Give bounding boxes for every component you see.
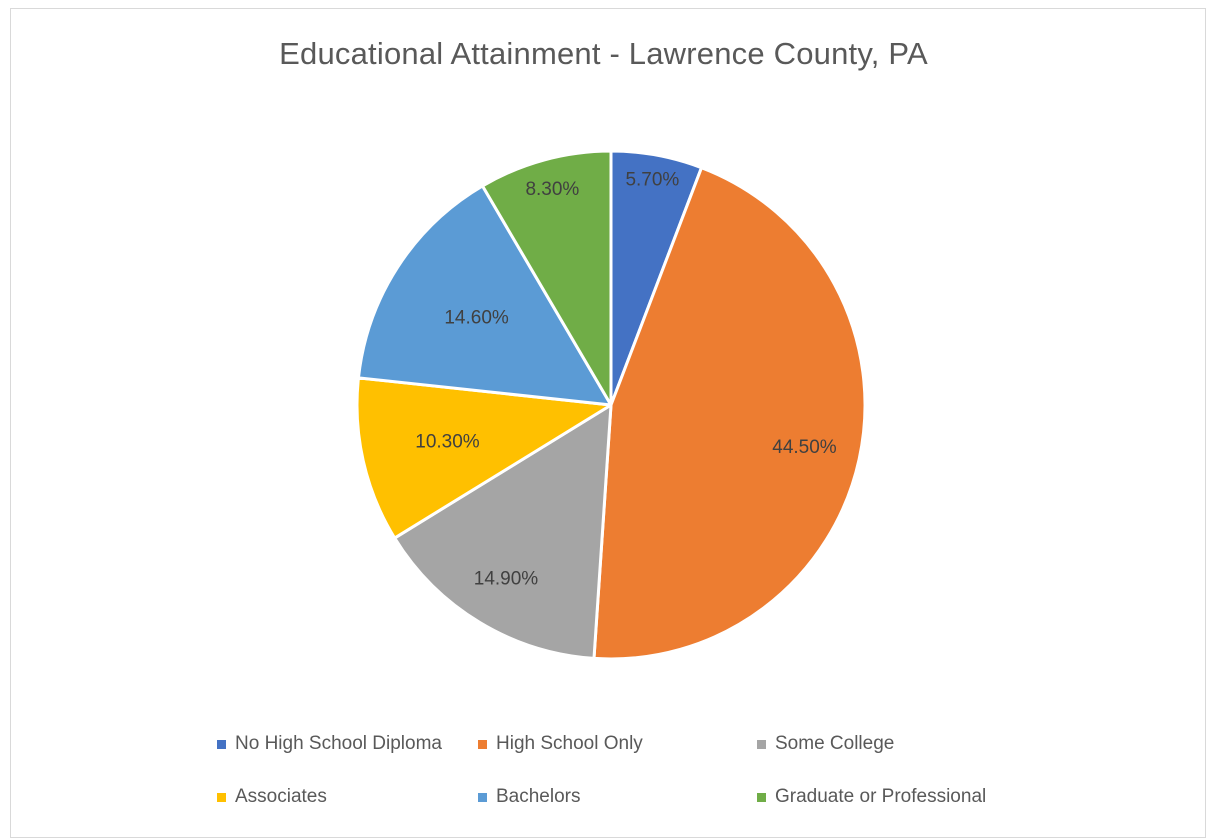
pie-slice-some-college [393,403,613,660]
pie-slice-associates [355,376,613,540]
chart-title: Educational Attainment - Lawrence County… [279,36,928,71]
data-label-no-high-school-diploma: 5.70% [625,170,679,191]
data-label-graduate-or-professional: 8.30% [525,179,579,200]
data-label-associates: 10.30% [415,431,480,452]
data-label-bachelors: 14.60% [444,308,509,329]
data-label-high-school-only: 44.50% [772,437,837,458]
pie-slice-bachelors [356,184,613,407]
pie-slice-graduate-or-professional [480,149,613,407]
pie-slice-high-school-only [592,166,867,661]
data-label-some-college: 14.90% [474,568,539,589]
